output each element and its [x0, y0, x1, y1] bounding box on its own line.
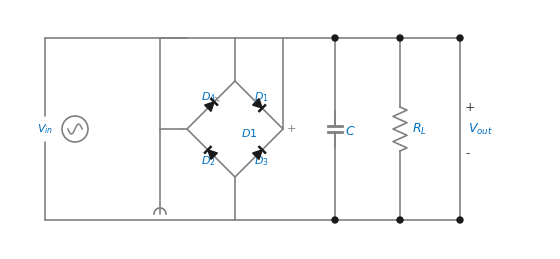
Text: +: +: [287, 124, 296, 134]
Text: $R_L$: $R_L$: [412, 121, 427, 136]
Polygon shape: [253, 150, 262, 159]
Circle shape: [332, 217, 338, 223]
Circle shape: [457, 217, 463, 223]
Text: +: +: [465, 100, 475, 113]
Polygon shape: [253, 99, 262, 108]
Text: $D_1$: $D_1$: [254, 90, 269, 104]
Text: $V_{out}$: $V_{out}$: [468, 121, 493, 136]
Circle shape: [397, 217, 403, 223]
Circle shape: [332, 35, 338, 41]
Text: $D_4$: $D_4$: [201, 90, 216, 104]
Circle shape: [457, 35, 463, 41]
Text: $D1$: $D1$: [241, 127, 258, 139]
Polygon shape: [208, 150, 217, 159]
Text: -: -: [179, 124, 183, 134]
Text: $D_3$: $D_3$: [254, 154, 269, 168]
Circle shape: [397, 35, 403, 41]
Text: ~: ~: [248, 151, 262, 165]
Text: $D_2$: $D_2$: [201, 154, 216, 168]
Polygon shape: [204, 102, 214, 111]
Text: $V_{in}$: $V_{in}$: [37, 122, 53, 136]
Text: $C$: $C$: [345, 125, 356, 138]
Text: -: -: [465, 147, 469, 161]
Text: ~: ~: [208, 93, 222, 107]
